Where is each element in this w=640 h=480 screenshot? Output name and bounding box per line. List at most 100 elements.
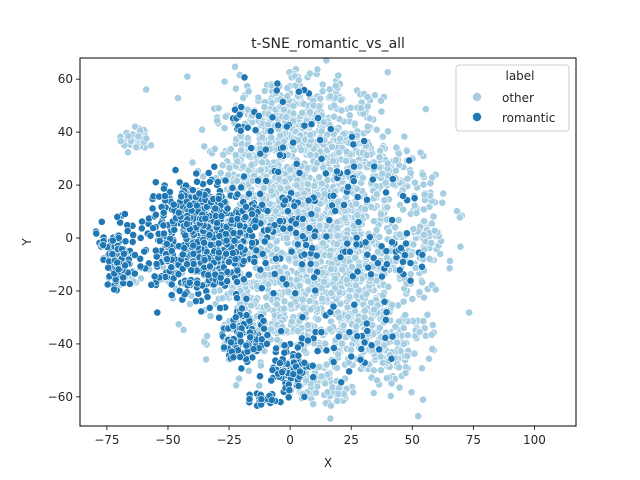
point-other bbox=[280, 105, 288, 114]
point-romantic bbox=[136, 262, 145, 271]
point-romantic bbox=[136, 233, 145, 242]
point-romantic bbox=[229, 353, 238, 362]
point-romantic bbox=[322, 232, 331, 241]
point-other bbox=[335, 134, 344, 143]
point-other bbox=[326, 414, 335, 423]
point-romantic bbox=[337, 378, 346, 387]
point-other bbox=[349, 388, 358, 397]
point-other bbox=[325, 325, 334, 334]
point-romantic bbox=[236, 126, 245, 135]
point-romantic bbox=[159, 184, 168, 193]
point-other bbox=[445, 264, 454, 273]
point-other bbox=[376, 366, 385, 375]
point-other bbox=[306, 131, 315, 139]
point-other bbox=[418, 170, 427, 179]
point-other bbox=[383, 68, 392, 77]
point-other bbox=[453, 207, 461, 216]
point-romantic bbox=[344, 182, 352, 191]
point-romantic bbox=[189, 259, 198, 268]
point-romantic bbox=[214, 194, 223, 203]
point-romantic bbox=[329, 344, 338, 352]
point-other bbox=[410, 201, 419, 210]
point-other bbox=[402, 147, 411, 155]
point-romantic bbox=[350, 300, 359, 309]
point-other bbox=[219, 150, 228, 159]
point-romantic bbox=[251, 223, 260, 231]
point-romantic bbox=[272, 86, 281, 95]
x-tick-label: 0 bbox=[286, 433, 294, 447]
x-tick-label: −25 bbox=[216, 433, 241, 447]
point-other bbox=[428, 345, 437, 353]
point-romantic bbox=[356, 355, 365, 364]
point-romantic bbox=[103, 280, 112, 289]
point-romantic bbox=[317, 328, 326, 337]
point-romantic bbox=[192, 201, 201, 210]
point-other bbox=[342, 157, 351, 165]
point-other bbox=[142, 134, 151, 143]
point-romantic bbox=[221, 176, 230, 185]
point-other bbox=[338, 265, 347, 274]
point-other bbox=[425, 254, 434, 263]
point-romantic bbox=[160, 192, 169, 200]
point-other bbox=[317, 372, 326, 381]
point-other bbox=[384, 282, 393, 291]
point-other bbox=[340, 214, 349, 223]
point-other bbox=[403, 174, 412, 183]
point-other bbox=[335, 313, 344, 322]
point-other bbox=[409, 225, 418, 233]
legend-box bbox=[455, 64, 570, 132]
point-other bbox=[315, 173, 324, 182]
point-romantic bbox=[292, 159, 301, 168]
point-romantic bbox=[239, 275, 248, 284]
y-tick-label: 0 bbox=[65, 231, 73, 245]
point-romantic bbox=[108, 236, 117, 245]
point-other bbox=[132, 143, 141, 152]
point-romantic bbox=[146, 231, 155, 240]
point-romantic bbox=[275, 359, 284, 367]
point-romantic bbox=[257, 284, 266, 293]
point-romantic bbox=[278, 368, 286, 377]
point-romantic bbox=[367, 341, 376, 350]
point-other bbox=[407, 388, 416, 397]
point-other bbox=[302, 376, 310, 385]
chart-title: t-SNE_romantic_vs_all bbox=[251, 36, 405, 52]
point-romantic bbox=[182, 220, 191, 229]
point-romantic bbox=[353, 193, 362, 201]
y-axis: −60 −40 −20 0 20 40 60 bbox=[48, 72, 80, 404]
point-romantic bbox=[345, 328, 354, 337]
point-other bbox=[375, 153, 384, 162]
point-romantic bbox=[325, 216, 334, 225]
point-romantic bbox=[273, 79, 282, 88]
point-other bbox=[258, 158, 267, 167]
point-romantic bbox=[354, 218, 363, 226]
point-romantic bbox=[294, 87, 303, 96]
point-other bbox=[333, 231, 342, 240]
point-other bbox=[280, 297, 289, 306]
point-other bbox=[377, 96, 385, 105]
point-other bbox=[174, 94, 182, 102]
point-other bbox=[370, 305, 378, 314]
point-romantic bbox=[368, 175, 377, 184]
point-other bbox=[292, 181, 301, 190]
point-other bbox=[318, 294, 327, 303]
point-other bbox=[410, 178, 419, 187]
point-romantic bbox=[402, 229, 411, 238]
point-other bbox=[174, 320, 183, 329]
point-other bbox=[428, 173, 437, 182]
point-romantic bbox=[278, 274, 287, 283]
point-other bbox=[298, 295, 307, 304]
point-romantic bbox=[282, 122, 291, 131]
point-romantic bbox=[214, 248, 223, 257]
point-other bbox=[428, 321, 437, 329]
point-other bbox=[418, 278, 427, 287]
point-other bbox=[326, 92, 335, 101]
point-romantic bbox=[200, 238, 208, 247]
point-other bbox=[273, 335, 282, 344]
point-romantic bbox=[204, 168, 213, 177]
point-other bbox=[353, 211, 362, 220]
point-other bbox=[213, 116, 221, 125]
point-romantic bbox=[370, 162, 379, 171]
point-romantic bbox=[388, 175, 397, 183]
point-other bbox=[256, 361, 265, 370]
point-romantic bbox=[210, 162, 219, 171]
